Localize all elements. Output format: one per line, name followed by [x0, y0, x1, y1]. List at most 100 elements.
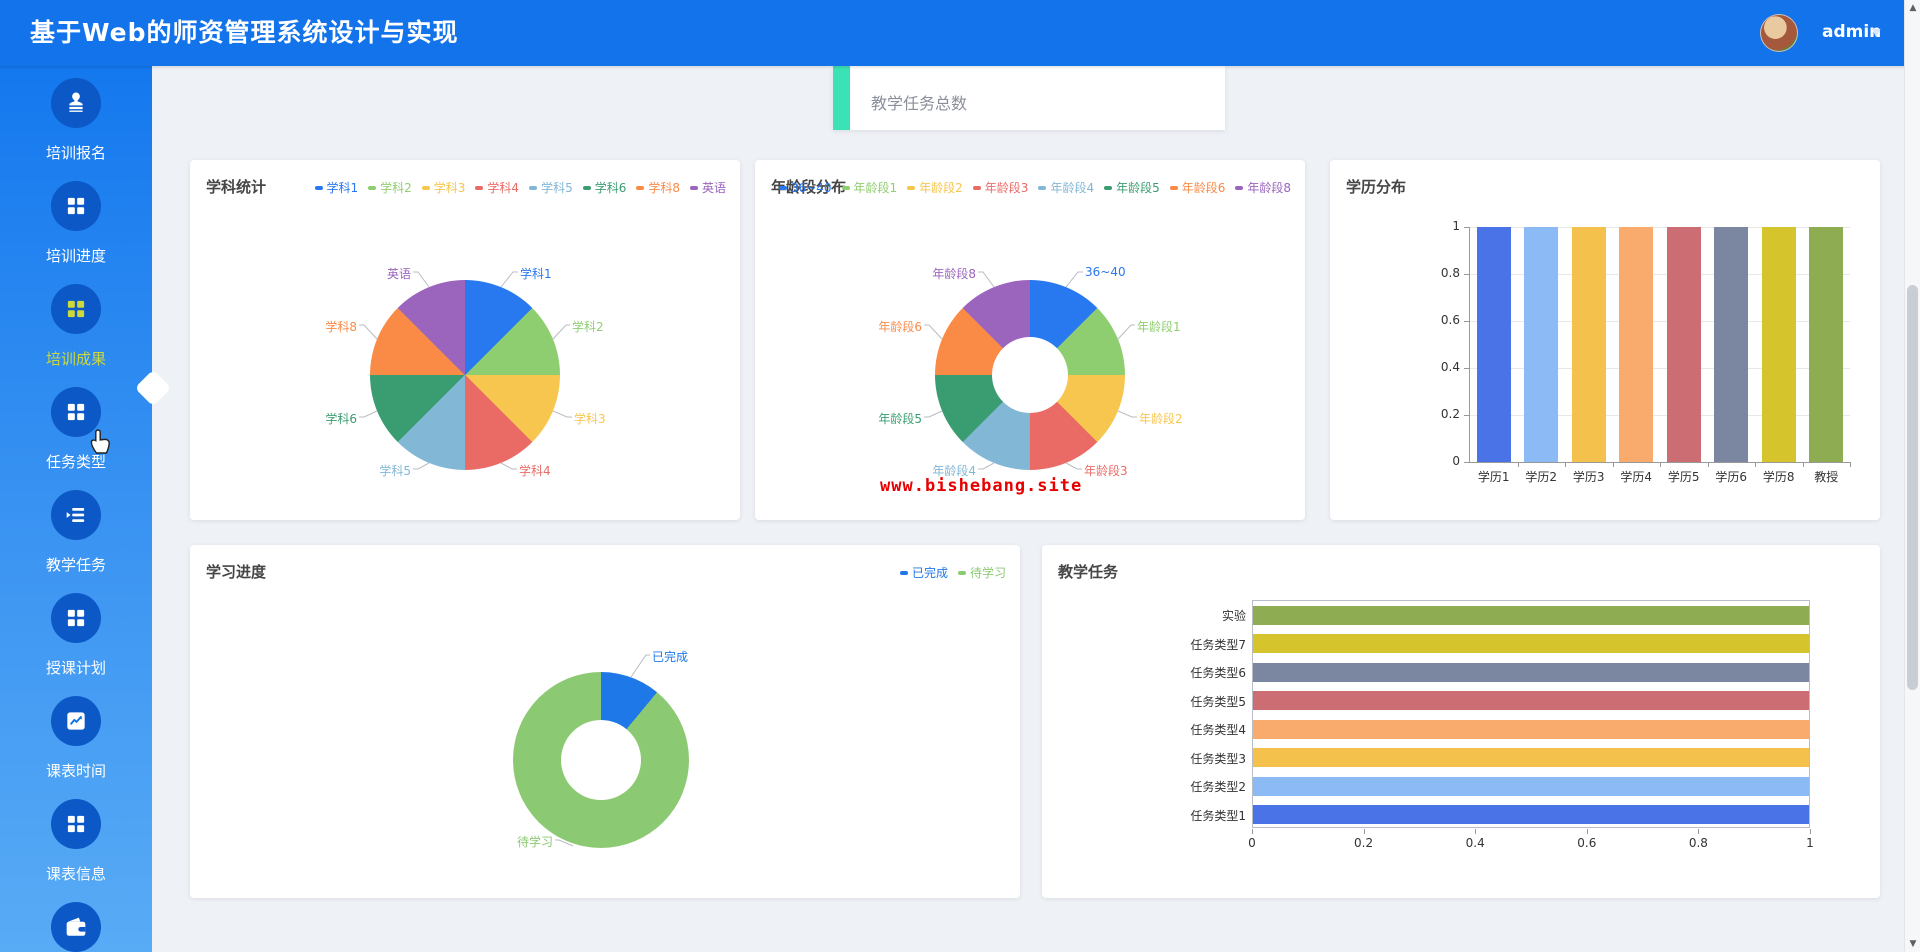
- pie-label-line: [978, 462, 995, 470]
- bar-学历6[interactable]: [1714, 227, 1749, 462]
- pie-slice-label: 已完成: [652, 650, 689, 664]
- scroll-up-arrow[interactable]: ▲: [1909, 3, 1917, 13]
- x-category-label: 学历1: [1477, 470, 1510, 484]
- bar-学历5[interactable]: [1666, 227, 1701, 462]
- legend-item[interactable]: 学科6: [582, 179, 626, 196]
- sidebar-item-培训进度[interactable]: 培训进度: [0, 181, 152, 266]
- pie-label-line: [552, 324, 570, 340]
- sidebar-item-任务类型[interactable]: 任务类型: [0, 387, 152, 472]
- page-scrollbar[interactable]: ▲ ▼: [1904, 0, 1920, 952]
- page-title: 基于Web的师资管理系统设计与实现: [30, 18, 459, 47]
- bar-任务类型5[interactable]: [1253, 691, 1809, 711]
- bar-任务类型4[interactable]: [1253, 719, 1809, 739]
- bar-学历8[interactable]: [1761, 227, 1796, 462]
- legend-item[interactable]: 年龄段1: [841, 179, 897, 196]
- legend-label: 待学习: [969, 566, 1006, 580]
- legend-marker: [972, 185, 981, 190]
- sidebar-item-教学任务[interactable]: 教学任务: [0, 490, 152, 575]
- legend-item[interactable]: 年龄段6: [1169, 179, 1225, 196]
- sidebar-item-label: 课表时间: [45, 762, 106, 780]
- pie-slice-label: 年龄段6: [878, 320, 922, 334]
- y-tick-label: 1: [1452, 219, 1460, 233]
- y-category-label: 任务类型1: [1190, 808, 1246, 823]
- x-tick-label: 0.4: [1465, 836, 1485, 850]
- legend-item[interactable]: 英语: [689, 179, 726, 196]
- sidebar-item-培训报名[interactable]: 培训报名: [0, 78, 152, 163]
- bar-学历3[interactable]: [1571, 227, 1606, 462]
- pie-slice-label: 学科8: [325, 320, 357, 334]
- bar-学历4[interactable]: [1619, 227, 1654, 462]
- pie-slice-label: 年龄段2: [1139, 412, 1183, 426]
- legend-label: 36~40: [790, 180, 832, 195]
- legend-item[interactable]: 学科3: [421, 179, 465, 196]
- x-axis-tick: [1850, 462, 1851, 467]
- x-axis-tick: [1810, 829, 1811, 834]
- legend-item[interactable]: 学科4: [475, 179, 519, 196]
- legend-item[interactable]: 学科8: [636, 179, 680, 196]
- bar-任务类型1[interactable]: [1253, 805, 1809, 825]
- sidebar-item-课表时间[interactable]: 课表时间: [0, 696, 152, 781]
- education-bar-chart[interactable]: [1469, 227, 1850, 463]
- legend-item[interactable]: 已完成: [899, 564, 948, 581]
- chart-legend: 36~40 年龄段1 年龄段2 年龄段3 年龄段4 年龄段5 年龄段6 年龄段8: [778, 179, 1291, 196]
- x-axis-tick: [1517, 462, 1519, 467]
- header-bar: 基于Web的师资管理系统设计与实现 admin ▼: [0, 0, 1920, 66]
- sidebar-item-授课计划[interactable]: 授课计划: [0, 593, 152, 678]
- bar-任务类型6[interactable]: [1253, 662, 1809, 682]
- legend-marker: [778, 185, 787, 190]
- bar-学历1[interactable]: [1476, 227, 1511, 462]
- pie-label-line: [552, 410, 572, 418]
- legend-item[interactable]: 年龄段3: [972, 179, 1028, 196]
- gridline: [1470, 368, 1850, 369]
- x-tick-label: 0.6: [1577, 836, 1597, 850]
- bar-学历2[interactable]: [1524, 227, 1559, 462]
- legend-item[interactable]: 学科2: [368, 179, 412, 196]
- stat-card-teaching-task-total[interactable]: 教学任务总数: [833, 66, 1225, 130]
- avatar[interactable]: [1760, 14, 1798, 52]
- card-teaching-tasks: 教学任务 实验 任务类型7 任务类型6 任务类型5 任务类型4 任务类型3 任务类型2 任务类…: [1042, 545, 1880, 898]
- x-tick-label: 0.8: [1688, 836, 1708, 850]
- donut-hole: [561, 720, 641, 800]
- legend-item[interactable]: 学科5: [529, 179, 573, 196]
- legend-marker: [841, 185, 850, 190]
- pie-label-line: [630, 654, 650, 678]
- bar-教授[interactable]: [1809, 227, 1844, 462]
- list-icon: [51, 490, 101, 540]
- legend-label: 年龄段2: [919, 181, 963, 195]
- x-axis-tick: [1252, 829, 1253, 834]
- legend-item[interactable]: 年龄段4: [1038, 179, 1094, 196]
- user-menu[interactable]: admin: [1822, 22, 1882, 42]
- y-tick-label: 0.4: [1440, 360, 1460, 374]
- legend-marker: [636, 185, 645, 190]
- pie-label-line: [1117, 410, 1137, 418]
- grid-icon: [51, 387, 101, 437]
- y-category-label: 任务类型5: [1190, 694, 1246, 709]
- scroll-down-arrow[interactable]: ▼: [1909, 939, 1917, 949]
- y-axis-tick: [1464, 368, 1469, 369]
- legend-item[interactable]: 年龄段2: [907, 179, 963, 196]
- y-category-label: 任务类型2: [1190, 780, 1246, 795]
- subject-pie-chart[interactable]: [370, 280, 560, 470]
- legend-item[interactable]: 学科1: [314, 179, 358, 196]
- sidebar-item-培训成果[interactable]: 培训成果: [0, 284, 152, 369]
- pie-label-line: [924, 410, 943, 418]
- legend-label: 年龄段5: [1116, 181, 1160, 195]
- legend-item[interactable]: 待学习: [957, 564, 1006, 581]
- legend-item[interactable]: 年龄段8: [1235, 179, 1291, 196]
- y-category-label: 任务类型3: [1190, 751, 1246, 766]
- sidebar-item-partial[interactable]: [0, 902, 152, 952]
- grid-icon: [51, 284, 101, 334]
- x-category-label: 学历6: [1715, 470, 1748, 484]
- legend-item[interactable]: 36~40: [778, 180, 832, 195]
- bar-实验[interactable]: [1253, 605, 1809, 625]
- card-subject-stats: 学科统计 学科1 学科2 学科3 学科4 学科5 学科6 学科8 英语 学科1 学科2 学科3 学科…: [190, 160, 740, 520]
- chevron-down-icon[interactable]: ▼: [1872, 26, 1881, 39]
- bar-任务类型3[interactable]: [1253, 748, 1809, 768]
- bar-任务类型7[interactable]: [1253, 634, 1809, 654]
- scrollbar-thumb[interactable]: [1907, 285, 1918, 690]
- legend-item[interactable]: 年龄段5: [1104, 179, 1160, 196]
- task-hbar-chart[interactable]: [1252, 600, 1810, 828]
- sidebar-item-课表信息[interactable]: 课表信息: [0, 799, 152, 884]
- bar-任务类型2[interactable]: [1253, 776, 1809, 796]
- sidebar-item-label: 培训进度: [45, 247, 106, 265]
